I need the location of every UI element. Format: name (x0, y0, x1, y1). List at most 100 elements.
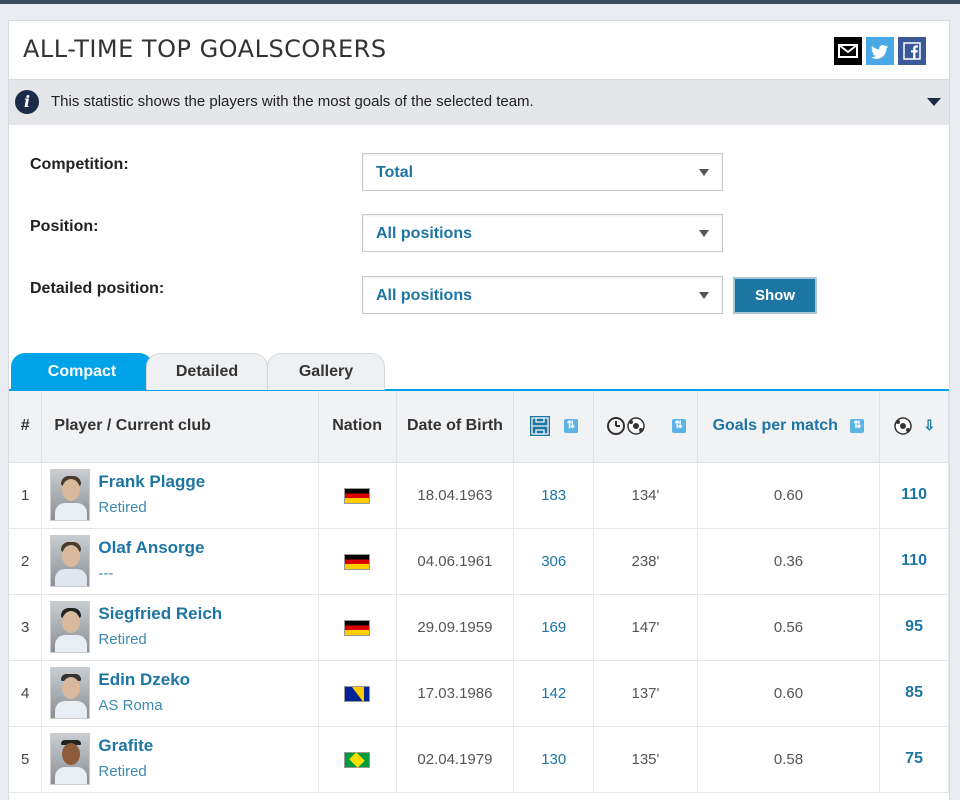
player-photo[interactable] (50, 469, 91, 521)
player-name-link[interactable]: Grafite (98, 736, 154, 755)
sort-icon[interactable]: ⇅ (671, 419, 686, 434)
filter-position: Position: All positions (9, 214, 949, 254)
player-club-link[interactable]: Retired (98, 631, 147, 648)
germany-flag-icon (344, 619, 371, 636)
goals-cell[interactable]: 110 (879, 528, 949, 595)
player-cell: Siegfried Reich Retired (41, 594, 319, 661)
table-row[interactable]: 5 Grafite Retired 02.04.1979 130 135' 0.… (9, 726, 949, 793)
rank-cell: 1 (9, 462, 43, 529)
detailed-position-select[interactable]: All positions (362, 276, 723, 314)
player-club-link[interactable]: --- (98, 565, 114, 582)
goals-cell[interactable]: 110 (879, 462, 949, 529)
dob-cell: 17.03.1986 (396, 660, 515, 727)
share-email-button[interactable] (834, 37, 862, 65)
player-name-link[interactable]: Edin Dzeko (98, 670, 191, 689)
brazil-flag-icon (344, 751, 371, 768)
player-cell: Frank Plagge Retired (41, 462, 319, 529)
rank-cell: 3 (9, 594, 43, 661)
player-photo[interactable] (50, 601, 91, 653)
dob-cell: 02.04.1979 (396, 726, 515, 793)
goals-per-match-cell: 0.60 (697, 462, 881, 529)
chevron-down-icon (699, 169, 709, 176)
player-club-link[interactable]: Retired (98, 499, 147, 516)
tab-compact[interactable]: Compact (11, 353, 153, 390)
appearances-cell[interactable]: 142 (513, 660, 595, 727)
goals-cell[interactable]: 85 (879, 660, 949, 727)
minutes-per-goal-cell: 135' (593, 726, 698, 793)
goals-per-match-cell: 0.56 (697, 594, 881, 661)
position-value: All positions (376, 225, 472, 242)
appearances-cell[interactable]: 306 (513, 528, 595, 595)
table-row[interactable]: 4 Edin Dzeko AS Roma 17.03.1986 142 137'… (9, 660, 949, 727)
player-photo[interactable] (50, 733, 91, 785)
dob-cell: 04.06.1961 (396, 528, 515, 595)
football-icon (894, 417, 912, 435)
nation-cell (318, 528, 397, 595)
col-rank: # (9, 391, 43, 463)
appearances-cell[interactable]: 183 (513, 462, 595, 529)
table-row[interactable]: 1 Frank Plagge Retired 18.04.1963 183 13… (9, 462, 949, 529)
chevron-down-icon (699, 292, 709, 299)
germany-flag-icon (344, 487, 371, 504)
table-row[interactable]: 2 Olaf Ansorge --- 04.06.1961 306 238' 0… (9, 528, 949, 595)
rank-cell: 4 (9, 660, 43, 727)
player-name-link[interactable]: Frank Plagge (98, 472, 206, 491)
goals-cell[interactable]: 95 (879, 594, 949, 661)
col-player: Player / Current club (41, 391, 319, 463)
germany-flag-icon (344, 553, 371, 570)
info-bar[interactable]: i This statistic shows the players with … (9, 80, 949, 125)
tab-detailed[interactable]: Detailed (146, 353, 268, 390)
sort-desc-icon[interactable]: ⇩ (923, 417, 936, 434)
info-icon: i (15, 90, 39, 114)
player-photo[interactable] (50, 667, 91, 719)
col-goals-per-match[interactable]: Goals per match ⇅ (697, 391, 881, 463)
goals-per-match-cell: 0.36 (697, 528, 881, 595)
col-dob: Date of Birth (396, 391, 515, 463)
competition-value: Total (376, 164, 414, 181)
twitter-icon (871, 44, 888, 59)
player-name-link[interactable]: Olaf Ansorge (98, 538, 205, 557)
pitch-icon (530, 416, 551, 437)
player-club-link[interactable]: AS Roma (98, 697, 163, 714)
nation-cell (318, 660, 397, 727)
position-select[interactable]: All positions (362, 214, 723, 252)
goals-per-match-cell: 0.58 (697, 726, 881, 793)
col-appearances[interactable]: ⇅ (513, 391, 595, 463)
col-nation: Nation (318, 391, 397, 463)
appearances-cell[interactable]: 169 (513, 594, 595, 661)
player-club-link[interactable]: Retired (98, 763, 147, 780)
goals-per-match-label: Goals per match (712, 417, 838, 435)
tab-gallery[interactable]: Gallery (267, 353, 385, 390)
minutes-per-goal-cell: 137' (593, 660, 698, 727)
goalscorers-table: # Player / Current club Nation Date of B… (9, 391, 949, 793)
view-tabs: Compact Detailed Gallery (9, 353, 949, 391)
share-facebook-button[interactable] (898, 37, 926, 65)
chevron-down-icon[interactable] (927, 98, 941, 106)
sort-icon[interactable]: ⇅ (563, 419, 578, 434)
player-photo[interactable] (50, 535, 91, 587)
col-goals[interactable]: ⇩ (879, 391, 949, 463)
player-cell: Grafite Retired (41, 726, 319, 793)
detailed-position-value: All positions (376, 287, 472, 304)
sort-icon[interactable]: ⇅ (850, 419, 865, 434)
envelope-icon (838, 44, 858, 58)
nation-cell (318, 594, 397, 661)
filter-detailed-position: Detailed position: All positions (9, 276, 949, 316)
clock-ball-icon (607, 417, 645, 436)
player-name-link[interactable]: Siegfried Reich (98, 604, 223, 623)
minutes-per-goal-cell: 238' (593, 528, 698, 595)
chevron-down-icon (699, 230, 709, 237)
share-twitter-button[interactable] (866, 37, 894, 65)
panel-header: ALL-TIME TOP GOALSCORERS (9, 21, 949, 80)
appearances-cell[interactable]: 130 (513, 726, 595, 793)
table-row[interactable]: 3 Siegfried Reich Retired 29.09.1959 169… (9, 594, 949, 661)
goals-cell[interactable]: 75 (879, 726, 949, 793)
info-text: This statistic shows the players with th… (51, 93, 534, 110)
nation-cell (318, 726, 397, 793)
bosnia-flag-icon (344, 685, 371, 702)
position-label: Position: (30, 218, 99, 235)
show-button[interactable]: Show (733, 277, 817, 314)
competition-select[interactable]: Total (362, 153, 723, 191)
table-header-row: # Player / Current club Nation Date of B… (9, 391, 949, 463)
col-minutes-per-goal[interactable]: ⇅ (593, 391, 698, 463)
